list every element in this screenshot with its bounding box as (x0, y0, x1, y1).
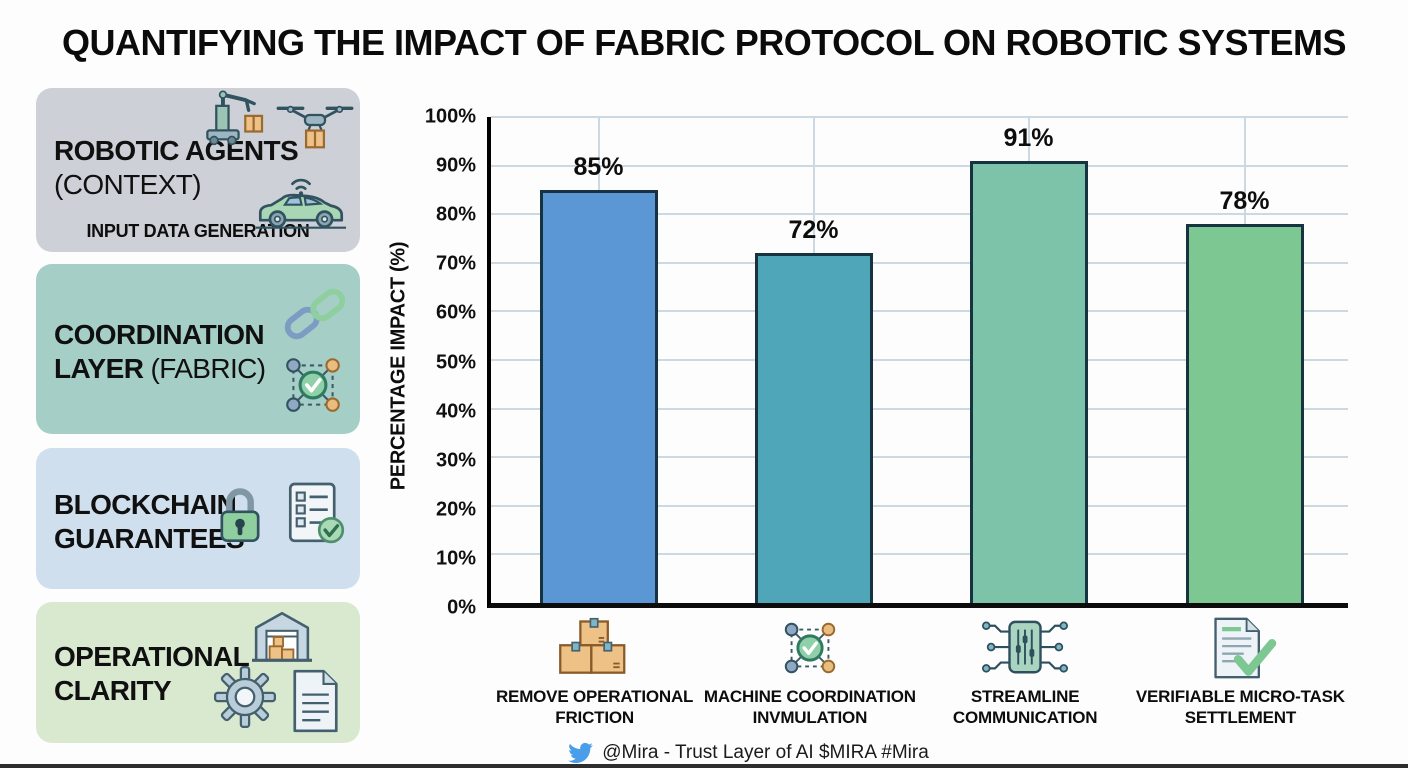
card-subtitle: INPUT DATA GENERATION (86, 221, 310, 241)
category-label: STREAMLINE COMMUNICATION (952, 686, 1098, 729)
category-label-line2: SETTLEMENT (1184, 708, 1297, 728)
doc-check-icon (1202, 614, 1278, 680)
card-title-line2: GUARANTEES (54, 522, 245, 554)
network-check-icon (777, 614, 843, 680)
category-label: MACHINE COORDINATION INVMULATION (704, 686, 916, 729)
autonomous-car-icon (250, 172, 352, 232)
bar-column: 91% (921, 117, 1136, 603)
card-title-line2-bold: LAYER (54, 352, 144, 384)
chain-link-icon (282, 284, 348, 346)
bar-value-label: 85% (573, 152, 624, 181)
sidebar-card-operational-clarity: OPERATIONAL CLARITY (36, 602, 360, 743)
warehouse-icon (248, 606, 316, 666)
category-label-line1: MACHINE COORDINATION (703, 687, 916, 706)
card-title-line1: ROBOTIC AGENTS (54, 135, 299, 166)
category-label: REMOVE OPERATIONAL FRICTION (496, 686, 693, 729)
card-title-line2: CLARITY (54, 674, 172, 706)
bar (969, 160, 1088, 603)
document-icon (288, 668, 342, 734)
x-axis-categories: REMOVE OPERATIONAL FRICTION MACHINE COO (487, 614, 1348, 729)
card-title-line2: (CONTEXT) (54, 168, 202, 200)
bar-column: 78% (1137, 117, 1352, 603)
card-title-line1: COORDINATION (54, 319, 265, 350)
network-check-icon (280, 350, 346, 420)
twitter-icon (567, 740, 593, 766)
bottom-edge (0, 764, 1408, 768)
sidebar-card-blockchain-guarantees: BLOCKCHAIN GUARANTEES (36, 448, 360, 589)
checklist-icon (286, 480, 346, 548)
bar-column: 72% (706, 117, 921, 603)
bar (1185, 223, 1304, 603)
bar-value-label: 78% (1219, 186, 1270, 215)
card-title: BLOCKCHAIN GUARANTEES (54, 488, 245, 555)
category-label-line1: REMOVE OPERATIONAL (495, 687, 694, 706)
sidebar-card-coordination-layer: COORDINATION LAYER (FABRIC) (36, 264, 360, 434)
padlock-icon (214, 484, 266, 546)
card-title-line2-regular: (FABRIC) (150, 352, 267, 384)
category-machine-coordination: MACHINE COORDINATION INVMULATION (702, 614, 917, 729)
card-title-line1: BLOCKCHAIN (54, 489, 237, 520)
category-label: VERIFIABLE MICRO-TASK SETTLEMENT (1136, 686, 1345, 729)
category-label-line2: FRICTION (555, 708, 634, 728)
bar (754, 253, 873, 603)
bar-value-label: 72% (788, 216, 839, 245)
cardboard-boxes-icon (551, 614, 639, 680)
drone-icon (276, 98, 354, 152)
bar-column: 85% (491, 117, 706, 603)
bar-value-label: 91% (1003, 123, 1054, 152)
chip-sliders-icon (978, 614, 1072, 680)
card-title: ROBOTIC AGENTS (CONTEXT) (54, 134, 299, 201)
category-streamline-communication: STREAMLINE COMMUNICATION (918, 614, 1133, 729)
y-axis-ticks: 0% 10% 20% 30% 40% 50% 60% 70% 80% 90% 100% (424, 105, 476, 619)
robot-arm-icon (196, 88, 270, 146)
card-title: COORDINATION LAYER (FABRIC) (54, 318, 266, 385)
card-title: OPERATIONAL CLARITY (54, 640, 250, 707)
page-title: QUANTIFYING THE IMPACT OF FABRIC PROTOCO… (61, 22, 1347, 63)
bar (539, 189, 658, 603)
category-label-line2: INVMULATION (752, 708, 868, 728)
bar-chart-plot: 85% 72% 91% 78% (487, 116, 1348, 608)
category-label-line2: COMMUNICATION (952, 708, 1098, 728)
attribution-text: @Mira - Trust Layer of AI $MIRA #Mira (602, 742, 929, 763)
sidebar-card-robotic-agents: ROBOTIC AGENTS (CONTEXT) INPUT DATA GENE… (36, 88, 360, 252)
gear-icon (213, 664, 277, 730)
category-label-line1: VERIFIABLE MICRO-TASK (1135, 687, 1345, 706)
category-remove-operational-friction: REMOVE OPERATIONAL FRICTION (487, 614, 702, 729)
card-title-line1: OPERATIONAL (54, 641, 250, 672)
category-label-line1: STREAMLINE (970, 687, 1080, 706)
attribution: @Mira - Trust Layer of AI $MIRA #Mira (567, 740, 929, 766)
category-verifiable-settlement: VERIFIABLE MICRO-TASK SETTLEMENT (1133, 614, 1348, 729)
